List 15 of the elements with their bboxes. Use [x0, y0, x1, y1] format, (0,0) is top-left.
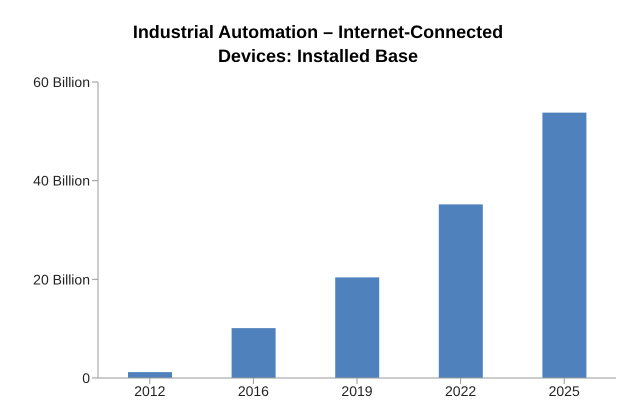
x-tick-label: 2019 [341, 382, 373, 399]
x-tick-label: 2022 [445, 382, 476, 399]
bar [542, 112, 586, 378]
chart-title: Industrial Automation – Internet-Connected Devices: Installed Base [132, 21, 504, 68]
x-tick-label: 2012 [134, 382, 166, 399]
bar [128, 372, 172, 378]
bar [438, 204, 483, 378]
bar [335, 277, 380, 378]
y-tick-label: 60 Billion [33, 74, 90, 90]
y-tick-label: 0 [82, 370, 90, 386]
bar [232, 328, 276, 378]
y-tick-label: 40 Billion [33, 172, 90, 189]
x-tick-label: 2025 [548, 382, 580, 399]
y-tick-label: 20 Billion [33, 271, 90, 288]
x-tick-label: 2016 [238, 382, 270, 399]
